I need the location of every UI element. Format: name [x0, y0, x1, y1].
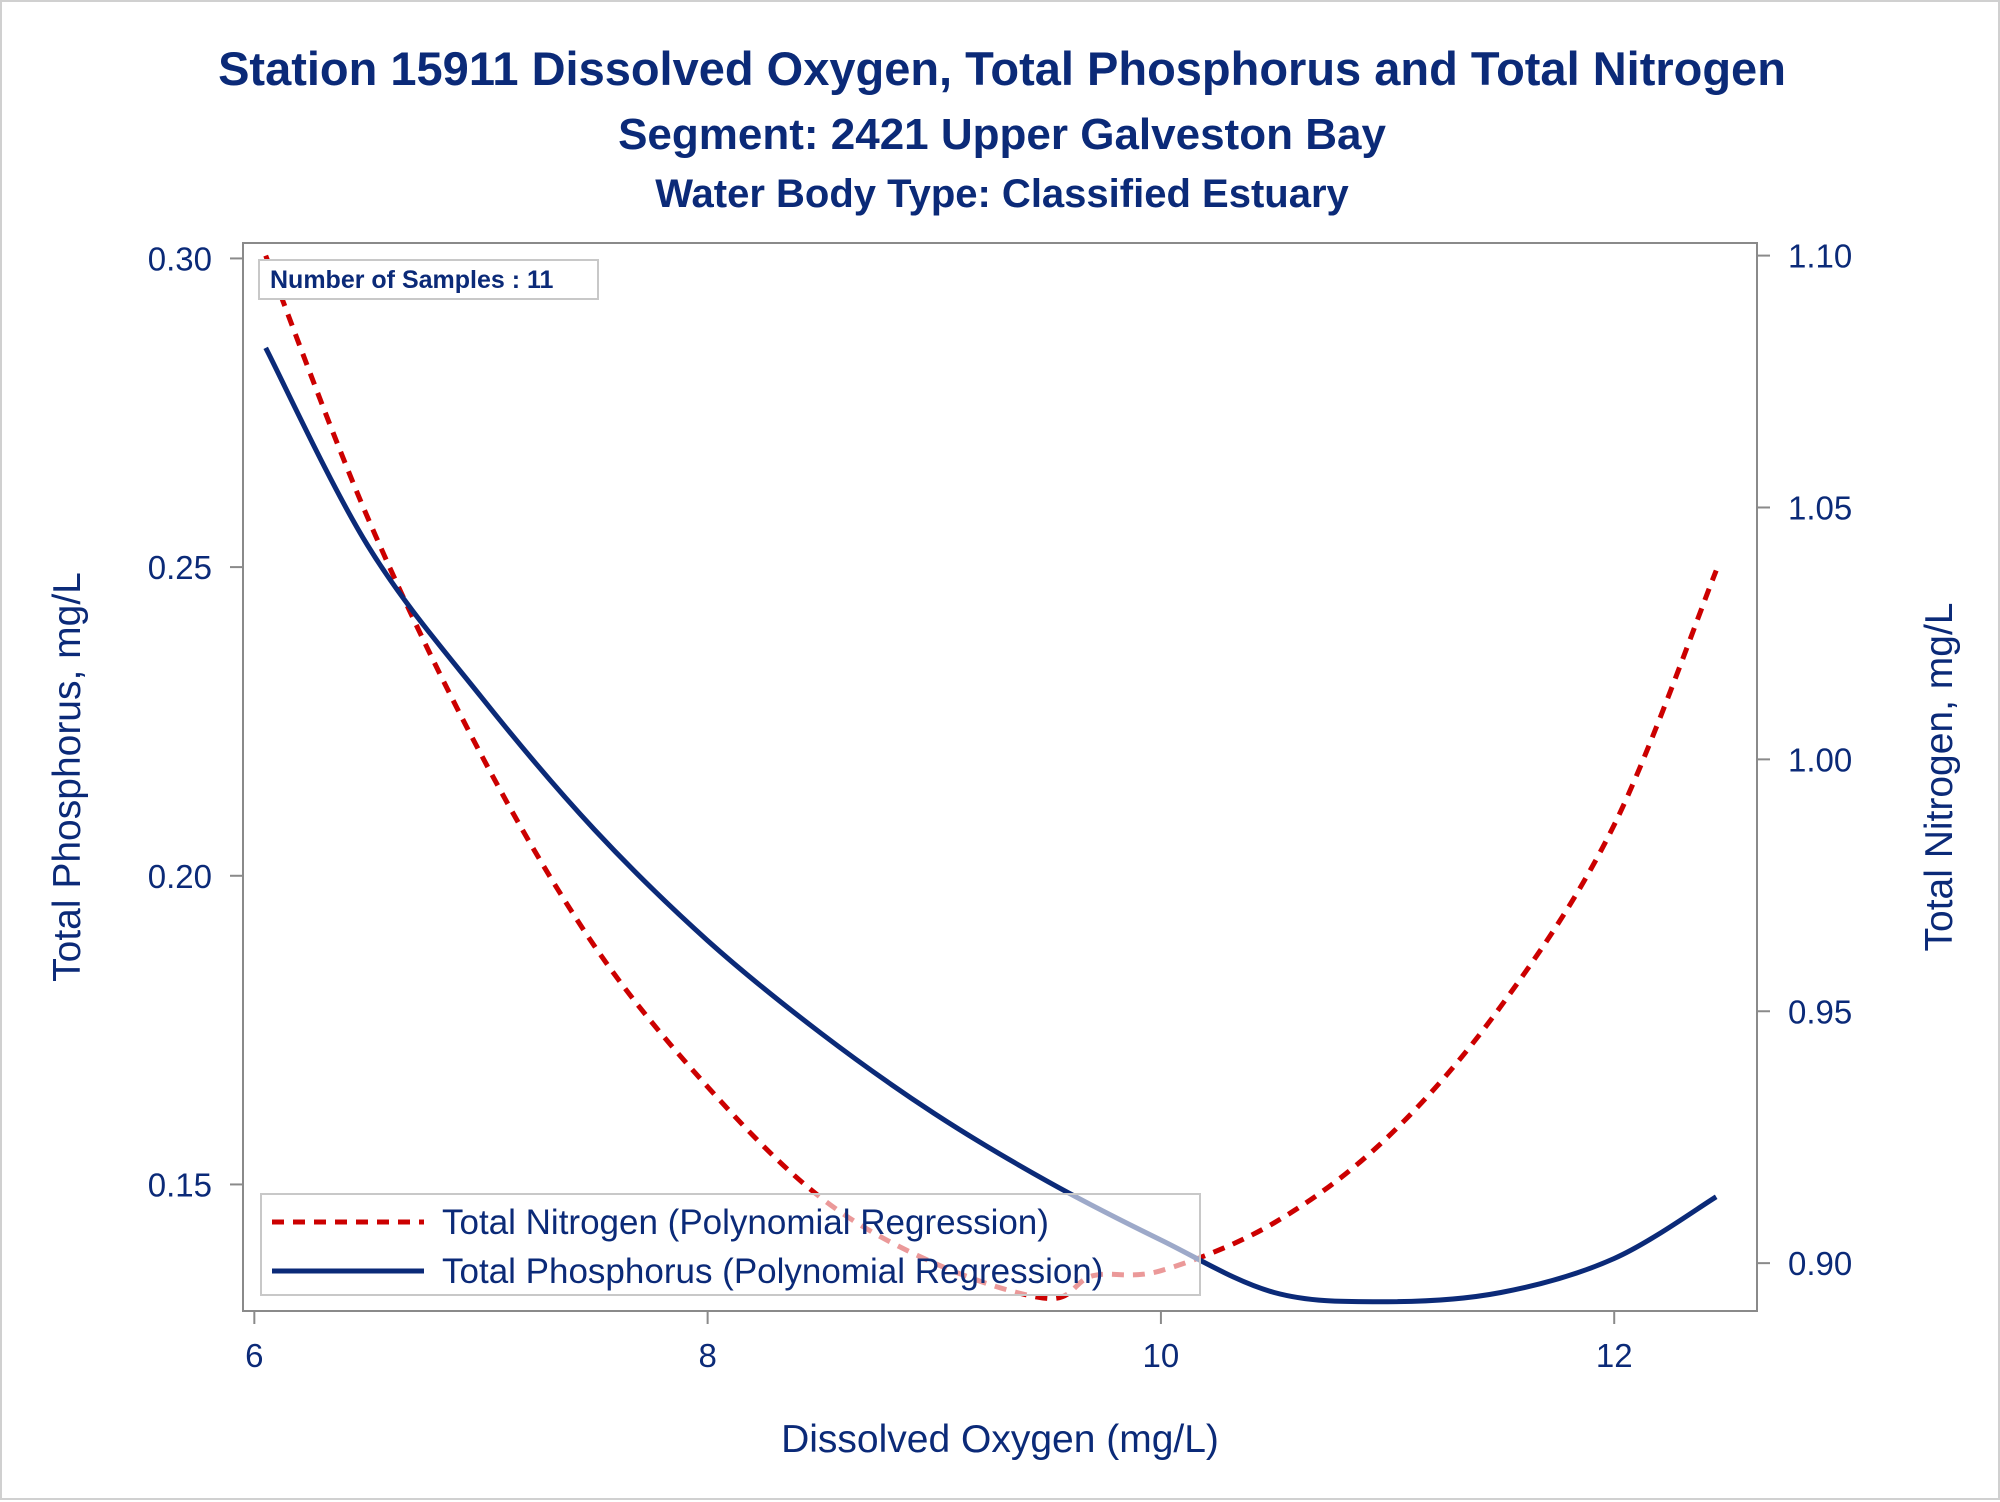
x-tick-label: 6 — [245, 1337, 263, 1374]
legend-box — [260, 1193, 1201, 1296]
y-axis-label: Total Phosphorus, mg/L — [46, 572, 89, 982]
y-tick-label: 0.30 — [148, 240, 212, 277]
series-layer — [263, 254, 1719, 1305]
y2-tick-label: 1.10 — [1788, 238, 1852, 275]
sample-count-annotation: Number of Samples : 11 — [270, 266, 554, 294]
plot-area — [242, 242, 1758, 1312]
x-tick-label: 10 — [1143, 1337, 1180, 1374]
x-tick-label: 8 — [698, 1337, 716, 1374]
y-axis-ticks: 0.15 0.20 0.25 0.30 — [148, 240, 243, 1203]
chart-subtitle-2: Water Body Type: Classified Estuary — [655, 172, 1349, 216]
y2-axis-ticks: 0.90 0.95 1.00 1.05 1.10 — [1757, 238, 1852, 1282]
x-axis-label: Dissolved Oxygen (mg/L) — [781, 1418, 1219, 1461]
chart-title: Station 15911 Dissolved Oxygen, Total Ph… — [218, 42, 1786, 95]
y2-tick-label: 0.95 — [1788, 993, 1852, 1030]
legend-label-phosphorus: Total Phosphorus (Polynomial Regression) — [442, 1252, 1103, 1291]
legend-label-nitrogen: Total Nitrogen (Polynomial Regression) — [442, 1203, 1049, 1242]
y-tick-label: 0.20 — [148, 858, 212, 895]
x-tick-label: 12 — [1596, 1337, 1633, 1374]
series-line-total-phosphorus — [263, 346, 1718, 1305]
y2-axis-label: Total Nitrogen, mg/L — [1918, 602, 1961, 951]
y2-tick-label: 1.05 — [1788, 489, 1852, 526]
sample-count-box — [258, 259, 599, 300]
chart-subtitle: Segment: 2421 Upper Galveston Bay — [618, 110, 1386, 159]
y-tick-label: 0.15 — [148, 1166, 212, 1203]
y-tick-label: 0.25 — [148, 549, 212, 586]
y2-tick-label: 0.90 — [1788, 1245, 1852, 1282]
series-line-total-nitrogen — [263, 254, 1719, 1301]
y2-tick-label: 1.00 — [1788, 741, 1852, 778]
x-axis-ticks: 6 8 10 12 — [245, 1311, 1633, 1374]
legend: Total Nitrogen (Polynomial Regression) T… — [260, 1193, 1201, 1296]
